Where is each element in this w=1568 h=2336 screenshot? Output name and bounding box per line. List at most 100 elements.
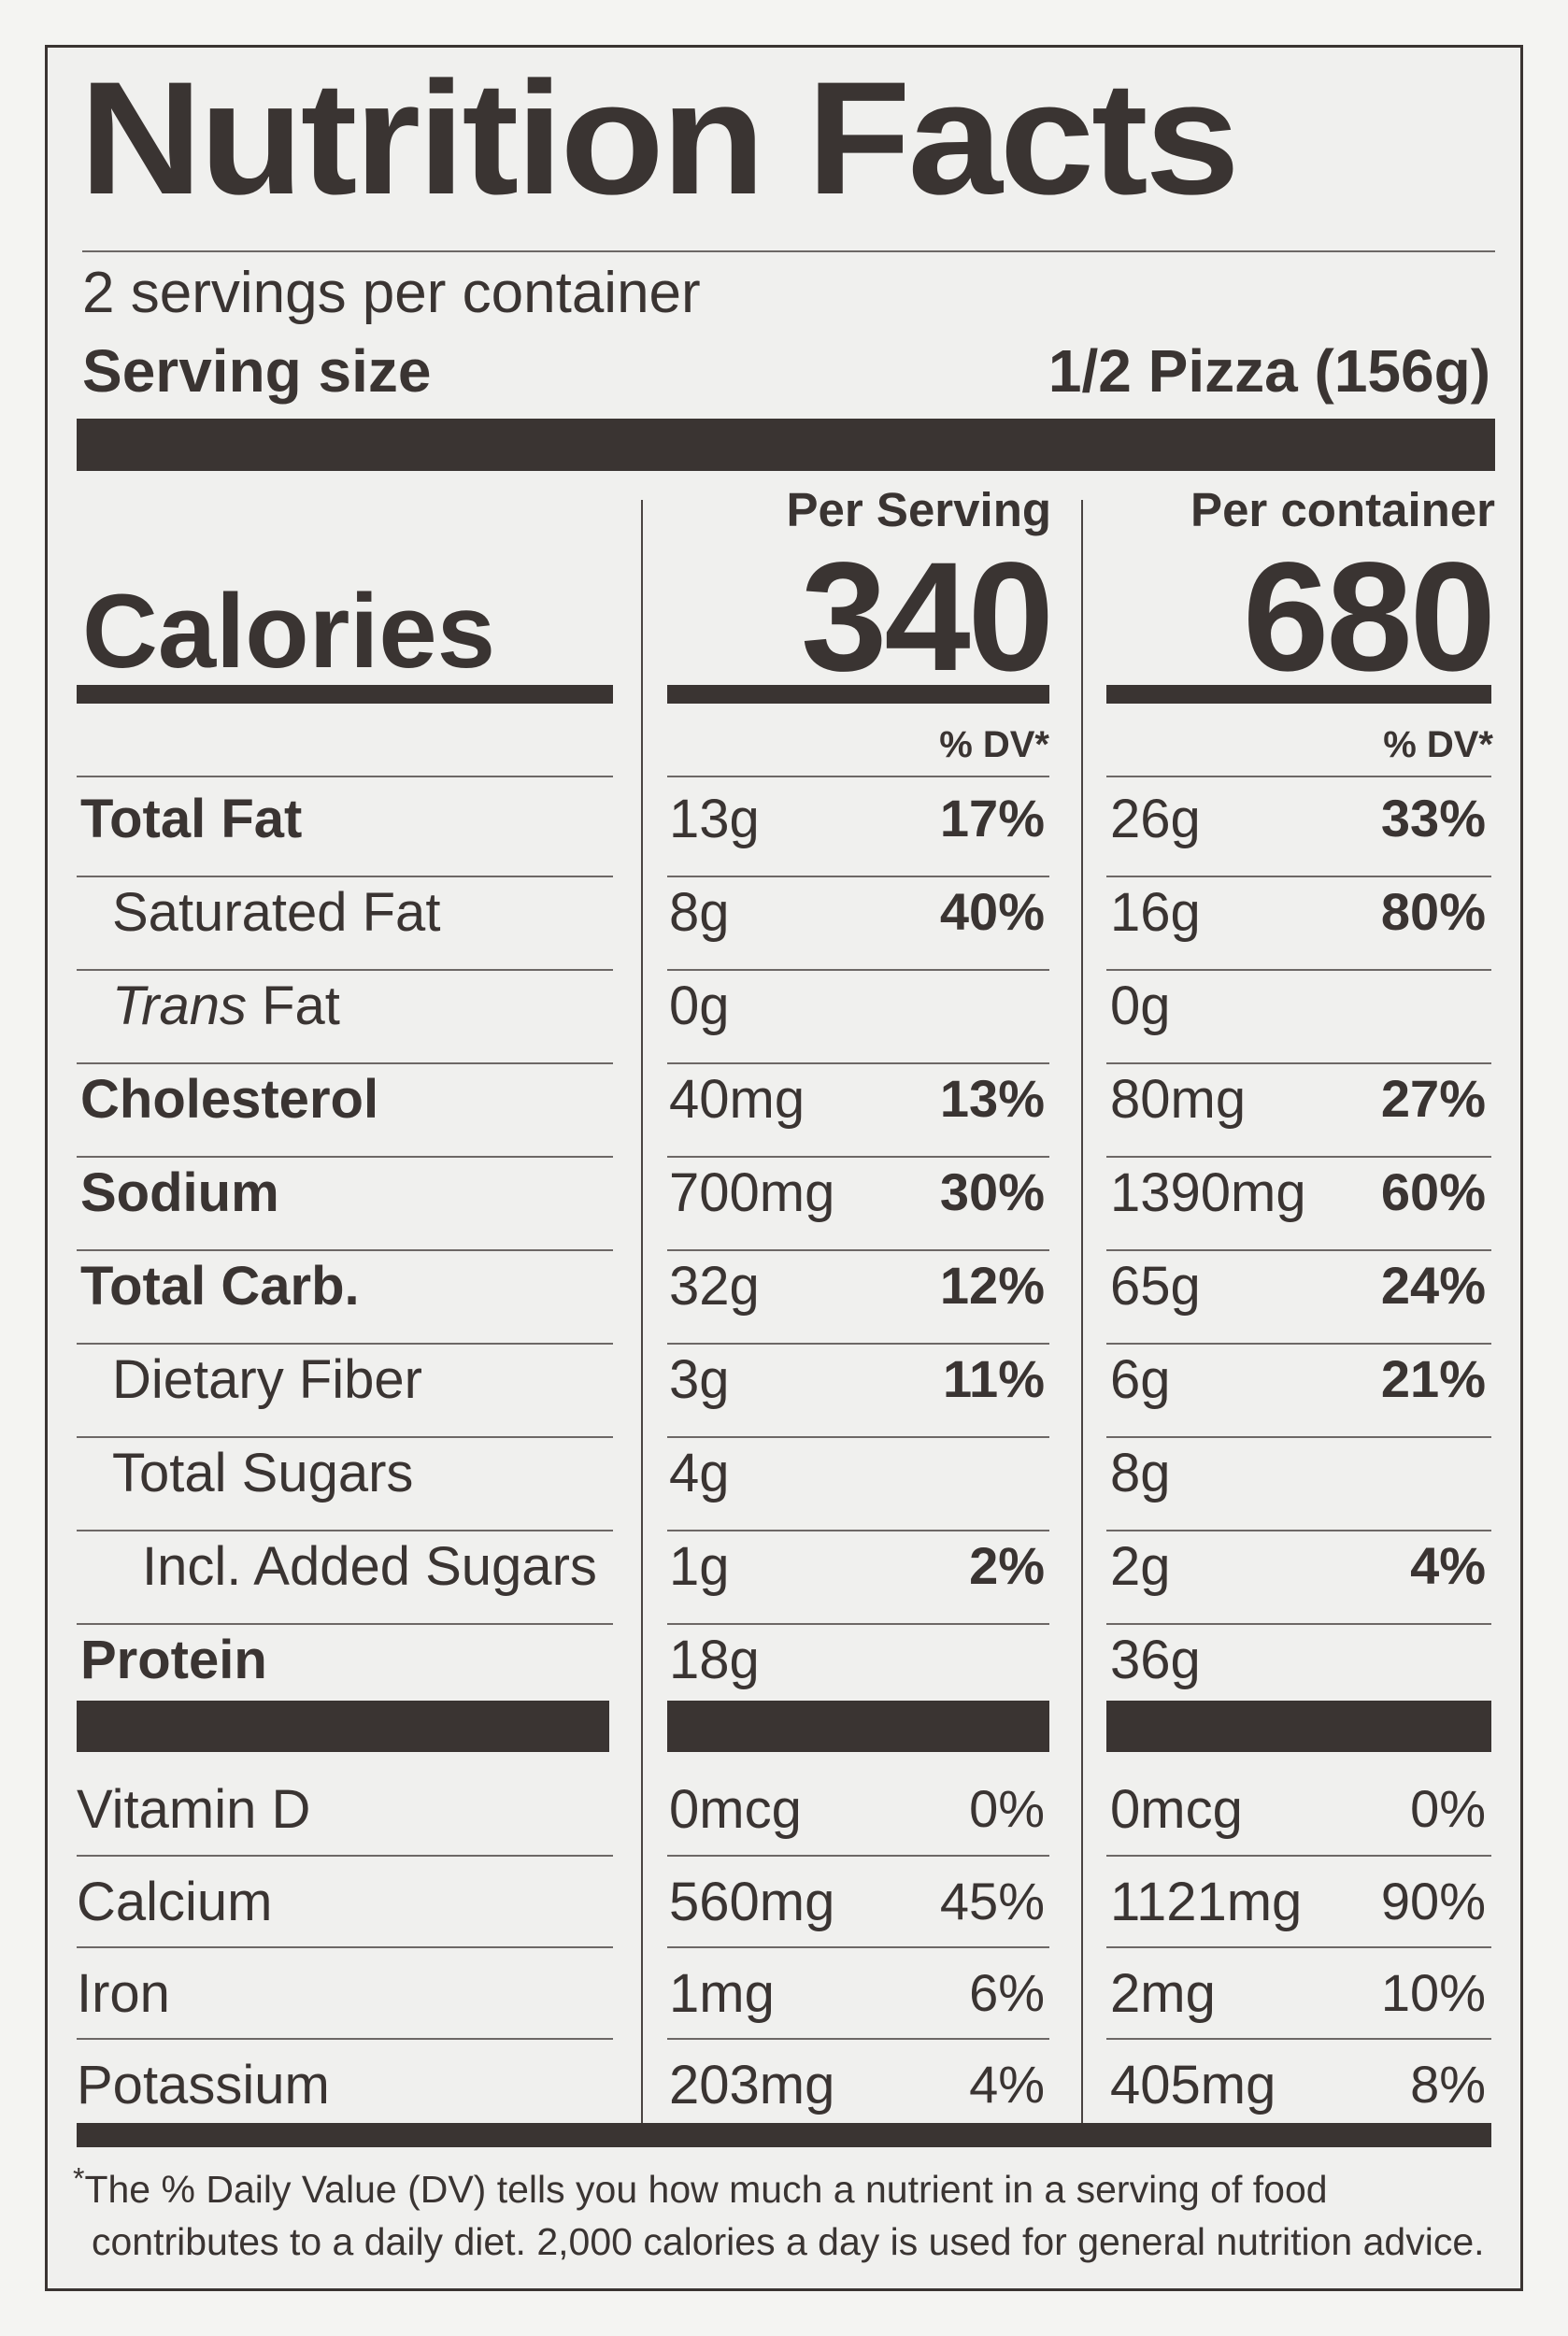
- row-divider: [667, 2038, 1049, 2040]
- nutrient-name: Cholesterol: [80, 1073, 378, 1127]
- nutrient-name-text: Total Fat: [80, 789, 303, 849]
- nutrient-name: Total Sugars: [112, 1446, 413, 1501]
- dv-header-serving: % DV*: [939, 724, 1049, 765]
- row-divider: [1106, 1249, 1491, 1251]
- container-dv: 33%: [1380, 789, 1486, 848]
- nutrient-name: Dietary Fiber: [112, 1353, 422, 1407]
- vitamin-bar-container: [1106, 1701, 1491, 1752]
- vitamin-name: Vitamin D: [77, 1779, 311, 1840]
- container-dv: 60%: [1380, 1162, 1486, 1221]
- row-divider: [77, 1623, 613, 1625]
- serving-size-label: Serving size: [82, 337, 432, 405]
- row-divider: [667, 969, 1049, 971]
- row-divider: [1106, 1946, 1491, 1948]
- serving-amount: 18g: [669, 1630, 760, 1690]
- row-divider: [77, 776, 613, 777]
- label-title: Nutrition Facts: [79, 49, 1240, 228]
- calories-bar-serving: [667, 685, 1049, 704]
- container-amount: 2mg: [1110, 1963, 1216, 2024]
- row-divider: [77, 1946, 613, 1948]
- container-amount: 80mg: [1110, 1069, 1247, 1130]
- serving-dv: 13%: [939, 1069, 1045, 1128]
- container-dv: 4%: [1410, 1536, 1486, 1595]
- row-divider: [667, 776, 1049, 777]
- container-dv: 27%: [1380, 1069, 1486, 1128]
- nutrient-name-text: Total Sugars: [112, 1443, 414, 1503]
- row-divider: [77, 1249, 613, 1251]
- nutrient-name-text: Total Carb.: [80, 1256, 360, 1317]
- serving-dv: 40%: [939, 882, 1045, 941]
- serving-amount: 0mcg: [669, 1779, 802, 1840]
- nutrient-name: Incl. Added Sugars: [142, 1540, 597, 1594]
- serving-dv: 11%: [943, 1349, 1045, 1408]
- serving-amount: 1g: [669, 1536, 730, 1597]
- vitamin-name: Calcium: [77, 1872, 273, 1932]
- calories-label: Calories: [82, 573, 495, 690]
- container-amount: 8g: [1110, 1443, 1171, 1503]
- vitamin-name: Potassium: [77, 2055, 330, 2115]
- row-divider: [77, 1156, 613, 1158]
- container-amount: 6g: [1110, 1349, 1171, 1410]
- row-divider: [1106, 969, 1491, 971]
- row-divider: [667, 1623, 1049, 1625]
- servings-per-container: 2 servings per container: [82, 261, 701, 325]
- row-divider: [667, 1343, 1049, 1345]
- serving-dv: 6%: [969, 1963, 1045, 2022]
- nutrient-name-text: Incl. Added Sugars: [142, 1536, 597, 1597]
- serving-dv: 0%: [969, 1779, 1045, 1838]
- column-divider-container: [1081, 500, 1083, 2128]
- nutrient-name: Protein: [80, 1633, 267, 1688]
- thick-divider-bottom: [77, 2123, 1491, 2147]
- row-divider: [1106, 1530, 1491, 1531]
- row-divider: [1106, 1436, 1491, 1438]
- container-dv: 10%: [1380, 1963, 1486, 2022]
- container-amount: 1121mg: [1110, 1872, 1303, 1932]
- vitamin-bar-serving: [667, 1701, 1049, 1752]
- nutrient-name-text: Saturated Fat: [112, 882, 441, 943]
- container-dv: 80%: [1380, 882, 1486, 941]
- row-divider: [1106, 1343, 1491, 1345]
- title-divider: [82, 250, 1495, 252]
- dv-header-container: % DV*: [1383, 724, 1493, 765]
- vitamin-bar-name: [77, 1701, 609, 1752]
- row-divider: [77, 876, 613, 877]
- row-divider: [77, 1530, 613, 1531]
- row-divider: [667, 1436, 1049, 1438]
- column-divider-serving: [641, 500, 643, 2128]
- row-divider: [667, 1855, 1049, 1857]
- nutrient-name-prefix: Trans: [112, 976, 247, 1036]
- serving-amount: 3g: [669, 1349, 730, 1410]
- row-divider: [1106, 1623, 1491, 1625]
- serving-amount: 700mg: [669, 1162, 835, 1223]
- row-divider: [667, 1062, 1049, 1064]
- container-dv: 90%: [1380, 1872, 1486, 1930]
- footnote-line-1: *The % Daily Value (DV) tells you how mu…: [73, 2163, 1512, 2215]
- calories-bar-name: [77, 685, 613, 704]
- row-divider: [77, 2038, 613, 2040]
- row-divider: [1106, 2038, 1491, 2040]
- row-divider: [77, 1855, 613, 1857]
- container-amount: 26g: [1110, 789, 1201, 849]
- serving-amount: 1mg: [669, 1963, 775, 2024]
- row-divider: [667, 1530, 1049, 1531]
- row-divider: [1106, 876, 1491, 877]
- container-amount: 405mg: [1110, 2055, 1276, 2115]
- serving-amount: 40mg: [669, 1069, 805, 1130]
- serving-amount: 203mg: [669, 2055, 835, 2115]
- row-divider: [77, 1062, 613, 1064]
- container-dv: 8%: [1410, 2055, 1486, 2114]
- per-container-header: Per container: [1190, 483, 1495, 536]
- footnote-star: *: [73, 2161, 85, 2196]
- vitamin-name: Iron: [77, 1963, 170, 2024]
- row-divider: [1106, 1156, 1491, 1158]
- row-divider: [667, 876, 1049, 877]
- calories-per-container: 680: [1243, 531, 1496, 704]
- serving-amount: 560mg: [669, 1872, 835, 1932]
- serving-dv: 4%: [969, 2055, 1045, 2114]
- row-divider: [667, 1946, 1049, 1948]
- nutrient-name: Trans Fat: [112, 979, 340, 1033]
- row-divider: [77, 1436, 613, 1438]
- row-divider: [667, 1156, 1049, 1158]
- footnote-text-1: The % Daily Value (DV) tells you how muc…: [84, 2168, 1328, 2211]
- container-amount: 0g: [1110, 976, 1171, 1036]
